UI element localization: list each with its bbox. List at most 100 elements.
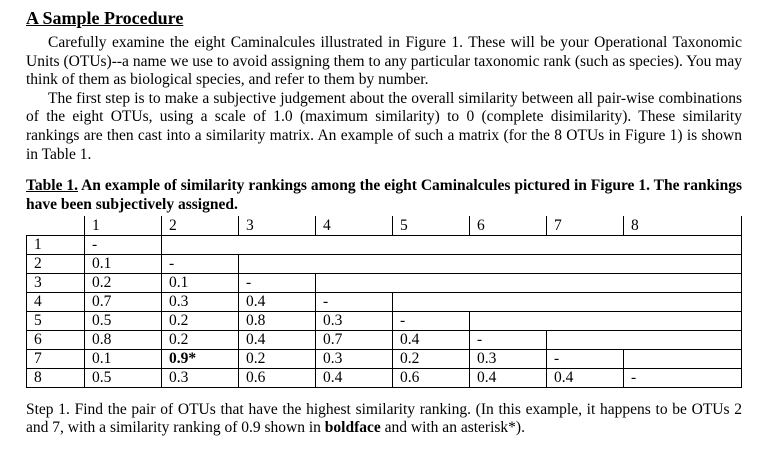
similarity-cell: - bbox=[623, 367, 742, 388]
similarity-cell: 0.3 bbox=[469, 348, 547, 369]
table-row: 7 0.1 0.9* 0.2 0.3 0.2 0.3- bbox=[26, 348, 742, 369]
similarity-cell: 0.5 bbox=[84, 310, 162, 331]
column-header: 2 bbox=[161, 216, 239, 236]
row-label: 3 bbox=[26, 272, 85, 293]
step1-text-prefix: Step 1. Find the pair of OTUs that have … bbox=[26, 400, 742, 437]
similarity-cell: 0.7 bbox=[315, 329, 393, 350]
similarity-cell: 0.2 bbox=[161, 310, 239, 331]
empty-cell bbox=[546, 329, 624, 350]
table-row: 1- bbox=[26, 234, 742, 255]
step1-text-suffix: and with an asterisk*). bbox=[380, 419, 525, 437]
row-label: 2 bbox=[26, 253, 85, 274]
step1-boldface-word: boldface bbox=[324, 419, 381, 437]
table-row: 3 0.2 0.1- bbox=[26, 272, 742, 293]
similarity-cell: 0.1 bbox=[84, 253, 162, 274]
similarity-cell: 0.4 bbox=[238, 329, 316, 350]
row-label: 7 bbox=[26, 348, 85, 369]
empty-cell bbox=[546, 253, 624, 274]
similarity-cell: 0.3 bbox=[315, 310, 393, 331]
similarity-cell: 0.3 bbox=[161, 291, 239, 312]
column-header: 4 bbox=[315, 216, 393, 236]
empty-cell bbox=[623, 348, 742, 369]
empty-cell bbox=[315, 253, 393, 274]
similarity-cell: - bbox=[315, 291, 393, 312]
similarity-cell: 0.4 bbox=[238, 291, 316, 312]
similarity-cell: 0.1 bbox=[84, 348, 162, 369]
paragraph-first-step: The first step is to make a subjective j… bbox=[26, 89, 742, 163]
empty-cell bbox=[546, 291, 624, 312]
step1-paragraph: Step 1. Find the pair of OTUs that have … bbox=[26, 401, 742, 438]
column-header: 3 bbox=[238, 216, 316, 236]
table-caption: Table 1. An example of similarity rankin… bbox=[26, 177, 742, 214]
paragraph-intro: Carefully examine the eight Caminalcules… bbox=[26, 34, 742, 89]
similarity-cell: 0.3 bbox=[161, 367, 239, 388]
row-label: 1 bbox=[26, 234, 85, 255]
similarity-cell: - bbox=[546, 348, 624, 369]
similarity-cell: 0.3 bbox=[315, 348, 393, 369]
similarity-cell: 0.2 bbox=[161, 329, 239, 350]
empty-cell bbox=[238, 253, 316, 274]
empty-cell bbox=[623, 253, 742, 274]
row-label: 6 bbox=[26, 329, 85, 350]
empty-cell bbox=[315, 234, 393, 255]
table-row: 2 0.1- bbox=[26, 253, 742, 274]
similarity-cell: 0.4 bbox=[392, 329, 470, 350]
empty-cell bbox=[623, 272, 742, 293]
row-label: 8 bbox=[26, 367, 85, 388]
empty-cell bbox=[623, 310, 742, 331]
similarity-cell: 0.6 bbox=[392, 367, 470, 388]
empty-cell bbox=[161, 234, 239, 255]
column-header: 1 bbox=[84, 216, 162, 236]
column-header: 8 bbox=[623, 216, 742, 236]
empty-cell bbox=[392, 291, 470, 312]
empty-cell bbox=[623, 329, 742, 350]
similarity-cell: - bbox=[392, 310, 470, 331]
similarity-cell: 0.8 bbox=[238, 310, 316, 331]
empty-cell bbox=[315, 272, 393, 293]
similarity-cell: 0.4 bbox=[546, 367, 624, 388]
table-row: 4 0.7 0.3 0.4- bbox=[26, 291, 742, 312]
empty-cell bbox=[623, 234, 742, 255]
page-title: A Sample Procedure bbox=[26, 8, 184, 28]
similarity-cell: - bbox=[161, 253, 239, 274]
empty-cell bbox=[469, 291, 547, 312]
table-caption-label: Table 1. bbox=[26, 177, 79, 195]
empty-cell bbox=[469, 253, 547, 274]
similarity-cell: 0.2 bbox=[392, 348, 470, 369]
similarity-cell: 0.9* bbox=[161, 348, 239, 369]
similarity-cell: 0.1 bbox=[161, 272, 239, 293]
empty-cell bbox=[546, 272, 624, 293]
similarity-cell: - bbox=[84, 234, 162, 255]
similarity-cell: 0.5 bbox=[84, 367, 162, 388]
row-label: 5 bbox=[26, 310, 85, 331]
empty-cell bbox=[546, 310, 624, 331]
column-header: 6 bbox=[469, 216, 547, 236]
empty-cell bbox=[392, 272, 470, 293]
similarity-cell: 0.7 bbox=[84, 291, 162, 312]
empty-cell bbox=[469, 310, 547, 331]
empty-cell bbox=[469, 234, 547, 255]
similarity-cell: 0.8 bbox=[84, 329, 162, 350]
empty-cell bbox=[238, 234, 316, 255]
similarity-cell: 0.4 bbox=[315, 367, 393, 388]
empty-cell bbox=[623, 291, 742, 312]
similarity-cell: 0.2 bbox=[84, 272, 162, 293]
similarity-cell: 0.6 bbox=[238, 367, 316, 388]
empty-cell bbox=[392, 234, 470, 255]
empty-cell bbox=[546, 234, 624, 255]
similarity-cell: 0.2 bbox=[238, 348, 316, 369]
column-header: 5 bbox=[392, 216, 470, 236]
empty-cell bbox=[392, 253, 470, 274]
similarity-cell: - bbox=[238, 272, 316, 293]
similarity-cell: - bbox=[469, 329, 547, 350]
table-row: 8 0.5 0.3 0.6 0.4 0.6 0.4 0.4- bbox=[26, 367, 742, 388]
row-label: 4 bbox=[26, 291, 85, 312]
corner-cell bbox=[27, 216, 85, 235]
empty-cell bbox=[469, 272, 547, 293]
similarity-table-body: 1-2 0.1-3 0.2 0.1-4 0.7 0.3 0.4-5 0.5 0.2 0.8 0.3-… bbox=[26, 234, 742, 388]
table-row: 6 0.8 0.2 0.4 0.7 0.4- bbox=[26, 329, 742, 350]
table-caption-text: An example of similarity rankings among … bbox=[26, 177, 742, 213]
column-header: 7 bbox=[546, 216, 624, 236]
